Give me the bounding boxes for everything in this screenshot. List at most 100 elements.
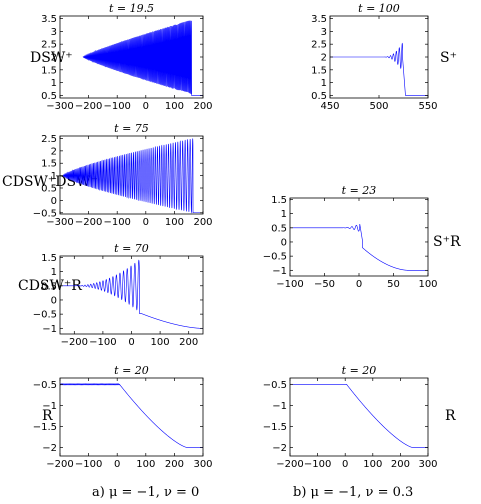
series-line <box>60 383 203 448</box>
y-tick-label: 0.5 <box>41 184 57 195</box>
series-line <box>330 42 428 96</box>
x-tick-label: 0 <box>356 279 362 290</box>
y-tick-label: 1 <box>51 78 57 89</box>
y-tick-label: −2 <box>42 443 57 454</box>
series-line <box>82 20 203 96</box>
x-tick-label: −200 <box>75 101 102 112</box>
row-label-cdsw-r: CDSW⁺R <box>18 278 82 294</box>
y-tick-label: 1.5 <box>311 65 327 76</box>
y-tick-label: 1.5 <box>41 159 57 170</box>
x-tick-label: −200 <box>276 459 303 470</box>
y-tick-label: −0.5 <box>33 380 57 391</box>
x-tick-label: 100 <box>165 217 184 228</box>
x-tick-label: 100 <box>363 459 382 470</box>
x-tick-label: −100 <box>103 101 130 112</box>
y-tick-label: 3.5 <box>41 14 57 25</box>
x-tick-label: 200 <box>193 217 212 228</box>
panel-cdsw-dsw: t = 75−300 −200 −100 0 100 200−0.500.511.522.… <box>33 122 213 228</box>
y-tick-label: −1 <box>272 266 287 277</box>
panel-sr: t = 23 −100 −50 0 50 100 −1 −0.5 0 0.5 1 1.5 <box>263 184 438 290</box>
panel-title: t = 19.5 <box>109 2 154 15</box>
panel-title: t = 23 <box>342 184 377 197</box>
x-tick-label: −300 <box>46 101 73 112</box>
panel-title: t = 100 <box>358 2 400 15</box>
y-tick-label: 2.5 <box>41 134 57 145</box>
x-tick-label: −100 <box>75 459 102 470</box>
y-tick-label: 1 <box>321 78 327 89</box>
x-tick-label: 450 <box>320 101 339 112</box>
row-label-r-right: R <box>445 408 456 424</box>
x-tick-label: −50 <box>314 279 335 290</box>
series-line <box>60 259 203 329</box>
x-tick-label: 200 <box>179 337 198 348</box>
series-line <box>62 138 203 214</box>
series-line <box>290 384 428 448</box>
x-tick-label: 0 <box>128 337 134 348</box>
y-tick-label: 2 <box>321 53 327 64</box>
y-tick-label: 1.5 <box>271 195 287 206</box>
y-tick-label: 1 <box>281 209 287 220</box>
x-tick-label: 300 <box>193 459 212 470</box>
y-tick-label: −0.5 <box>33 310 57 321</box>
x-tick-label: −300 <box>46 217 73 228</box>
x-tick-label: 500 <box>369 101 388 112</box>
panel-dsw: t = 19.5 −300 −200 −100 0 100 200 0.5 1 1.52 2.5 3 3… <box>41 2 212 112</box>
panel-title: t = 20 <box>342 364 377 377</box>
y-tick-label: −0.5 <box>263 252 287 263</box>
row-label-dsw: DSW⁺ <box>30 50 73 66</box>
y-tick-label: −1 <box>42 401 57 412</box>
panel-title: t = 20 <box>114 364 149 377</box>
caption-b: b) μ = −1, ν = 0.3 <box>293 485 413 500</box>
y-tick-label: 2.5 <box>311 40 327 51</box>
y-tick-label: −1 <box>272 401 287 412</box>
x-tick-label: −100 <box>276 279 303 290</box>
x-tick-label: 0 <box>143 217 149 228</box>
plot-frame <box>289 377 429 457</box>
panel-s: t = 100 450 500 550 0.5 1 1.52 2.5 3 3.5 <box>311 2 437 112</box>
x-tick-label: 100 <box>165 101 184 112</box>
x-tick-label: −100 <box>304 459 331 470</box>
panel-r-left: t = 20 −200 −100 0 100 200 300 −2 −1.5 −1 −0.5 <box>33 364 213 470</box>
panel-title: t = 75 <box>114 122 149 135</box>
y-tick-label: 0.5 <box>41 91 57 102</box>
y-tick-label: 0.5 <box>271 223 287 234</box>
y-tick-label: 3.5 <box>311 14 327 25</box>
y-tick-label: 0 <box>281 237 287 248</box>
y-tick-label: −2 <box>272 443 287 454</box>
y-tick-label: 2 <box>51 146 57 157</box>
plot-frame <box>289 197 429 277</box>
y-tick-label: 0.5 <box>311 91 327 102</box>
y-tick-label: 2.5 <box>41 40 57 51</box>
x-tick-label: 0 <box>342 459 348 470</box>
x-tick-label: 200 <box>391 459 410 470</box>
y-tick-label: −0.5 <box>33 208 57 219</box>
series-line <box>290 223 428 271</box>
y-tick-label: −0.5 <box>263 380 287 391</box>
x-tick-label: −100 <box>89 337 116 348</box>
x-tick-label: −100 <box>103 217 130 228</box>
y-tick-label: 3 <box>51 27 57 38</box>
panel-title: t = 70 <box>114 242 149 255</box>
caption-a: a) μ = −1, ν = 0 <box>92 485 199 500</box>
x-tick-label: 200 <box>193 101 212 112</box>
x-tick-label: 300 <box>418 459 437 470</box>
row-label-r-left: R <box>42 408 53 424</box>
x-tick-label: 50 <box>387 279 400 290</box>
x-tick-label: 100 <box>418 279 437 290</box>
row-label-s: S⁺ <box>440 50 457 66</box>
y-tick-label: 1.5 <box>41 253 57 264</box>
x-tick-label: −200 <box>46 459 73 470</box>
y-tick-label: −1 <box>42 324 57 335</box>
y-tick-label: −1.5 <box>263 422 287 433</box>
plot-frame <box>59 135 204 215</box>
x-tick-label: 200 <box>165 459 184 470</box>
y-tick-label: 0.5 <box>41 281 57 292</box>
y-tick-label: −1.5 <box>33 422 57 433</box>
x-tick-label: 100 <box>136 459 155 470</box>
y-tick-label: 2 <box>51 53 57 64</box>
panel-r-right: t = 20 −200 −100 0 100 200 300 −2 −1.5 −1 −0.5 <box>263 364 438 470</box>
y-tick-label: 0 <box>51 295 57 306</box>
x-tick-label: 550 <box>418 101 437 112</box>
y-tick-label: 0 <box>51 196 57 207</box>
